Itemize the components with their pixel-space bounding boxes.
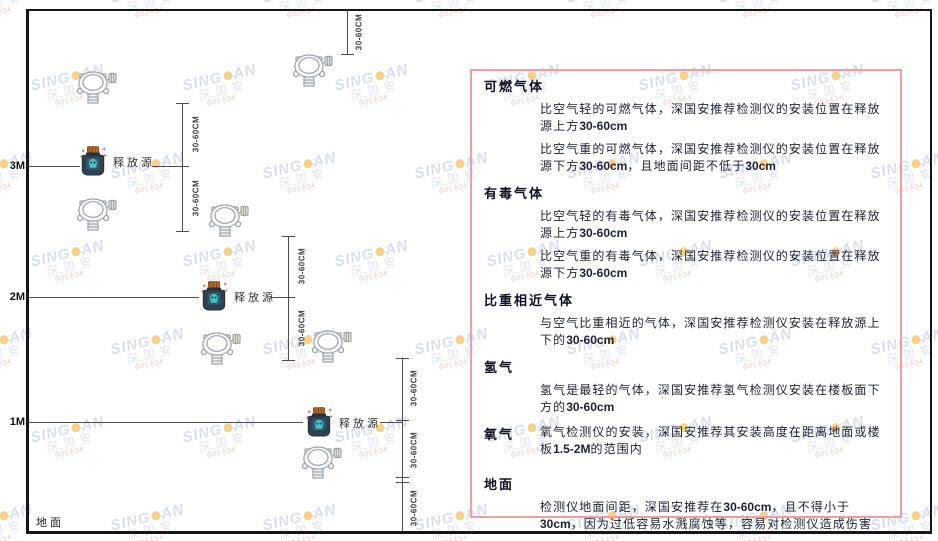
section-paragraph: 与空气比重相近的气体，深国安推荐检测仪安装在释放源上下的30-60cm	[540, 315, 892, 349]
section-paragraph: 比空气轻的可燃气体，深国安推荐检测仪的安装位置在释放源上方30-60cm	[540, 101, 892, 135]
height-axis-label: 3M	[9, 160, 25, 172]
dimension-line	[288, 236, 289, 360]
ceiling-line	[27, 9, 932, 11]
paragraph-text: ，且地面间距不低于	[627, 159, 746, 174]
dimension-label: 30-60CM	[297, 247, 307, 285]
paragraph-text: 比空气轻的有毒气体，深国安推荐检测仪的安装位置在释放源上方	[540, 209, 881, 241]
measurement-value: 30cm	[540, 517, 571, 532]
paragraph-text: 氧气检测仪的安装，深国安推荐其安装高度在距离地面或楼板	[540, 425, 881, 457]
paragraph-text: 比空气重的可燃气体，深国安推荐检测仪的安装位置在释放源下方	[540, 142, 881, 174]
paragraph-text: 的范围内	[590, 442, 643, 457]
level-line	[152, 166, 182, 167]
paragraph-text: 与空气比重相近的气体，深国安推荐检测仪安装在释放源上下的	[540, 316, 881, 348]
level-line	[28, 422, 303, 423]
guideline-section: 可燃气体 比空气轻的可燃气体，深国安推荐检测仪的安装位置在释放源上方30-60cm…	[484, 76, 892, 175]
section-paragraph: 氧气检测仪的安装，深国安推荐其安装高度在距离地面或楼板1.5-2M的范围内	[540, 424, 892, 458]
measurement-value: 30-60cm	[566, 333, 615, 348]
gas-detector-icon	[308, 327, 352, 363]
guideline-section: 地面检测仪地面间距，深国安推荐在30-60cm，且不得小于 30cm，因为过低容易…	[484, 474, 892, 533]
guideline-section: 氢气氢气是最轻的气体，深国安推荐氢气检测仪安装在楼板面下方的30-60cm	[484, 357, 892, 416]
release-source-icon	[200, 280, 228, 314]
paragraph-text: 氢气是最轻的气体，深国安推荐氢气检测仪安装在楼板面下方的	[540, 383, 881, 415]
gas-detector-icon	[289, 51, 333, 87]
section-heading: 氧气	[484, 427, 515, 443]
paragraph-text: ，因为过低容易水溅腐蚀等，容易对检测仪造成伤害	[570, 517, 873, 532]
dimension-label: 30-60CM	[409, 431, 419, 469]
guideline-section: 比重相近气体与空气比重相近的气体，深国安推荐检测仪安装在释放源上下的30-60c…	[484, 290, 892, 349]
measurement-value: 30-60cm	[566, 400, 615, 415]
dimension-tick	[396, 420, 409, 421]
dimension-label: 30-60CM	[409, 369, 419, 407]
dimension-tick	[341, 54, 354, 55]
gas-detector-icon	[205, 201, 249, 237]
dimension-tick	[396, 482, 409, 483]
gas-detector-icon	[73, 68, 117, 104]
dimension-tick	[396, 358, 409, 359]
release-source-label: 释放源	[113, 157, 155, 169]
section-heading: 地面	[484, 477, 515, 493]
dimension-line	[347, 9, 348, 54]
paragraph-text: 检测仪地面间距，深国安推荐在	[540, 500, 724, 515]
dimension-tick	[282, 297, 295, 298]
release-source-label: 释放源	[234, 292, 276, 304]
level-line	[28, 297, 199, 298]
release-source-icon	[79, 145, 107, 179]
level-line	[380, 422, 402, 423]
height-axis-label: 2M	[9, 291, 25, 303]
right-wall-line	[930, 9, 932, 533]
section-paragraph: 检测仪地面间距，深国安推荐在30-60cm，且不得小于 30cm，因为过低容易水溅…	[540, 499, 892, 533]
dimension-line	[402, 358, 403, 531]
guideline-panel: 可燃气体 比空气轻的可燃气体，深国安推荐检测仪的安装位置在释放源上方30-60cm…	[470, 69, 902, 531]
guideline-section: 有毒气体 比空气轻的有毒气体，深国安推荐检测仪的安装位置在释放源上方30-60cm…	[484, 183, 892, 282]
dimension-tick	[176, 103, 189, 104]
guideline-section: 氧气 氧气检测仪的安装，深国安推荐其安装高度在距离地面或楼板1.5-2M的范围内	[484, 424, 892, 458]
level-line	[28, 166, 80, 167]
section-paragraph: 比空气重的可燃气体，深国安推荐检测仪的安装位置在释放源下方30-60cm，且地面…	[540, 141, 892, 175]
gas-detector-icon	[73, 195, 117, 231]
release-source-icon	[305, 406, 333, 440]
dimension-tick	[176, 231, 189, 232]
dimension-tick	[396, 477, 409, 478]
paragraph-text: 比空气重的有毒气体，深国安推荐检测仪的安装位置在释放源下方	[540, 249, 881, 281]
dimension-tick	[282, 236, 295, 237]
gas-detector-icon	[298, 443, 342, 479]
measurement-value: 30cm	[745, 159, 776, 174]
measurement-value: 30-60cm	[723, 500, 772, 515]
gas-detector-icon	[197, 329, 241, 365]
dimension-label: 30-60CM	[297, 309, 307, 347]
left-wall-line	[26, 9, 29, 533]
ground-line	[26, 531, 932, 534]
height-axis-label: 1M	[9, 416, 25, 428]
release-source-label: 释放源	[339, 418, 381, 430]
section-heading: 可燃气体	[484, 79, 545, 94]
section-heading: 比重相近气体	[484, 293, 575, 309]
section-paragraph: 比空气轻的有毒气体，深国安推荐检测仪的安装位置在释放源上方30-60cm	[540, 208, 892, 242]
measurement-value: 1.5-2M	[553, 442, 591, 457]
measurement-value: 30-60cm	[579, 266, 628, 281]
section-paragraph: 氢气是最轻的气体，深国安推荐氢气检测仪安装在楼板面下方的30-60cm	[540, 382, 892, 416]
dimension-label: 30-60CM	[409, 489, 419, 527]
section-paragraph: 比空气重的有毒气体，深国安推荐检测仪的安装位置在释放源下方30-60cm	[540, 248, 892, 282]
section-heading: 氢气	[484, 360, 515, 376]
dimension-tick	[282, 360, 295, 361]
measurement-value: 30-60cm	[579, 119, 628, 134]
paragraph-text: ，且不得小于	[771, 500, 851, 515]
dimension-tick	[176, 166, 189, 167]
dimension-label: 30-60CM	[191, 179, 201, 217]
section-heading: 有毒气体	[484, 186, 545, 202]
paragraph-text: 比空气轻的可燃气体，深国安推荐检测仪的安装位置在释放源上方	[540, 102, 881, 134]
level-line	[270, 297, 288, 298]
measurement-value: 30-60cm	[579, 159, 628, 174]
dimension-line	[182, 103, 183, 231]
dimension-label: 30-60CM	[191, 115, 201, 153]
dimension-label: 30-60CM	[354, 13, 364, 51]
ground-label: 地面	[36, 517, 64, 529]
measurement-value: 30-60cm	[579, 226, 628, 241]
